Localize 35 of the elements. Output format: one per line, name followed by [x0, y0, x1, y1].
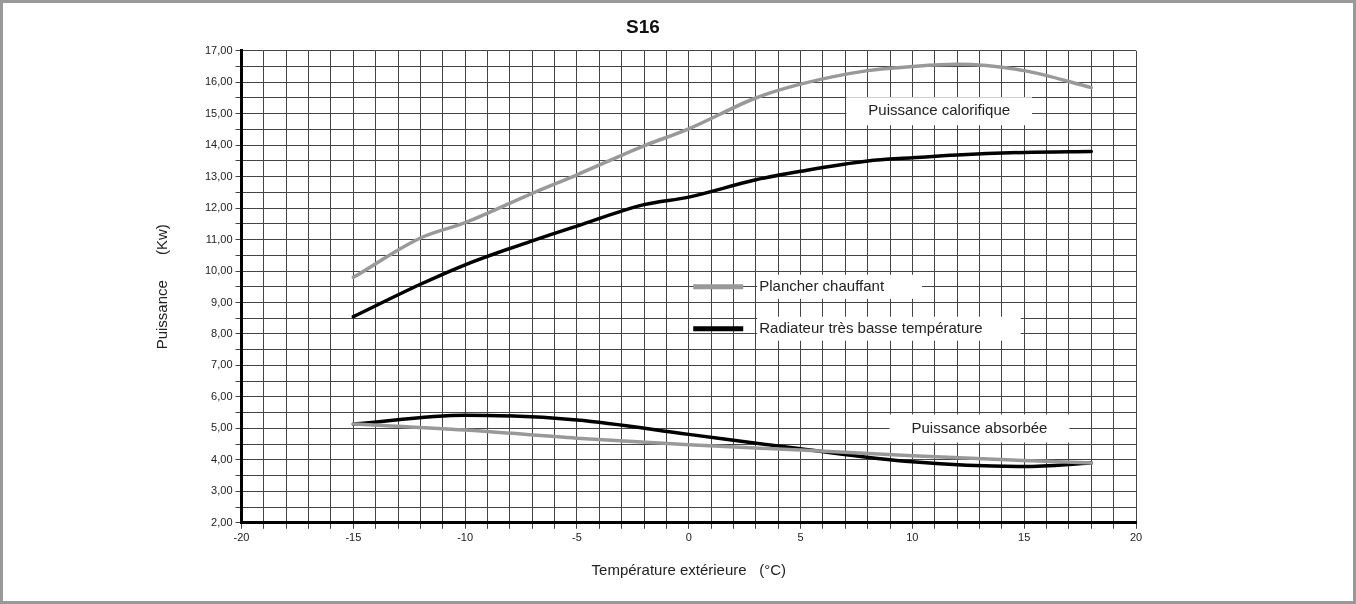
y-tick-label: 15,00 [205, 106, 233, 119]
y-tick-label: 2,00 [211, 515, 233, 528]
x-tick-label: -15 [345, 531, 362, 544]
y-tick-label: 11,00 [205, 232, 233, 245]
y-tick-label: 5,00 [211, 421, 233, 434]
legend-label: Plancher chauffant [759, 276, 885, 294]
annotation: Puissance calorifique [868, 101, 1011, 119]
x-tick-label: 5 [797, 531, 804, 544]
y-tick-label: 6,00 [211, 389, 233, 402]
annotation: Puissance absorbée [911, 418, 1048, 436]
y-tick-label: 9,00 [211, 295, 233, 308]
x-tick-label: 20 [1129, 531, 1143, 544]
x-tick-label: 15 [1018, 531, 1031, 544]
chart-title: S16 [626, 15, 660, 37]
y-tick-label: 8,00 [211, 327, 233, 340]
y-tick-label: 10,00 [205, 264, 233, 277]
y-tick-label: 7,00 [211, 358, 233, 371]
x-tick-label: -5 [572, 531, 582, 544]
y-tick-label: 17,00 [205, 43, 233, 56]
y-tick-label: 16,00 [205, 75, 233, 88]
x-tick-label: -20 [233, 531, 250, 544]
y-tick-label: 4,00 [211, 452, 233, 465]
x-tick-label: -10 [457, 531, 474, 544]
legend-label: Radiateur très basse température [759, 318, 983, 336]
line-series [351, 422, 1094, 465]
y-tick-label: 14,00 [205, 138, 233, 151]
x-axis-title: Température extérieure (°C) [591, 561, 786, 579]
y-tick-label: 12,00 [205, 201, 233, 214]
line-series [351, 62, 1094, 280]
x-tick-label: 0 [685, 531, 692, 544]
y-tick-label: 13,00 [205, 169, 233, 182]
y-axis-title: Puissance (Kw) [153, 224, 171, 350]
line-series [351, 149, 1094, 319]
y-tick-label: 3,00 [211, 484, 233, 497]
x-tick-label: 10 [906, 531, 919, 544]
